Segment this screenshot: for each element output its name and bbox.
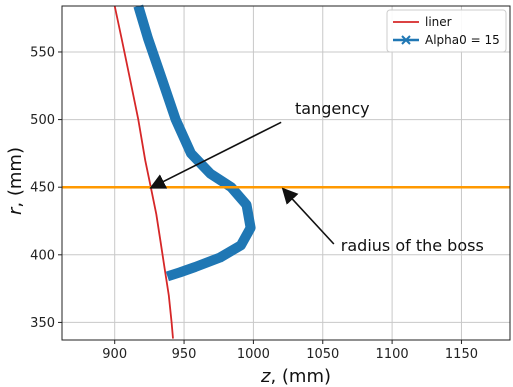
plot-frame [61,5,511,341]
x-axis-unit: , (mm) [270,366,331,387]
x-tick-label: 900 [102,347,127,362]
grid [62,6,510,340]
y-axis-unit: , (mm) [5,147,26,208]
legend-marker [401,35,411,45]
ticks: 900 950 1000 1050 1100 1150 350 400 450 500 550 [30,45,478,362]
annotation-arrow [149,121,282,189]
y-tick-label: 450 [30,181,55,196]
x-tick-label: 1150 [445,347,478,362]
y-axis-variable: r [5,206,26,215]
x-tick-label: 1000 [237,347,270,362]
series-line-2 [133,4,256,282]
legend-box [386,9,507,53]
x-tick-label: 1100 [376,347,409,362]
y-axis-label: r, (mm) [5,147,26,215]
y-tick-label: 350 [30,316,55,331]
legend-label: Alpha0 = 15 [425,33,500,47]
annotation-text: radius of the boss [341,236,484,255]
x-tick-label: 950 [172,347,197,362]
y-tick-label: 550 [30,45,55,60]
series-line-1 [113,5,174,339]
x-axis-variable: z [260,366,271,387]
x-axis-label: z, (mm) [260,366,331,387]
series-layer [62,4,510,339]
y-tick-label: 500 [30,113,55,128]
y-tick-label: 400 [30,248,55,263]
annotation-text: tangency [295,99,370,118]
legend-label: liner [425,15,452,29]
annotations: tangency radius of the boss [149,99,484,255]
legend: liner Alpha0 = 15 [386,9,507,53]
annotation-arrow [281,187,335,245]
x-tick-label: 1050 [306,347,339,362]
